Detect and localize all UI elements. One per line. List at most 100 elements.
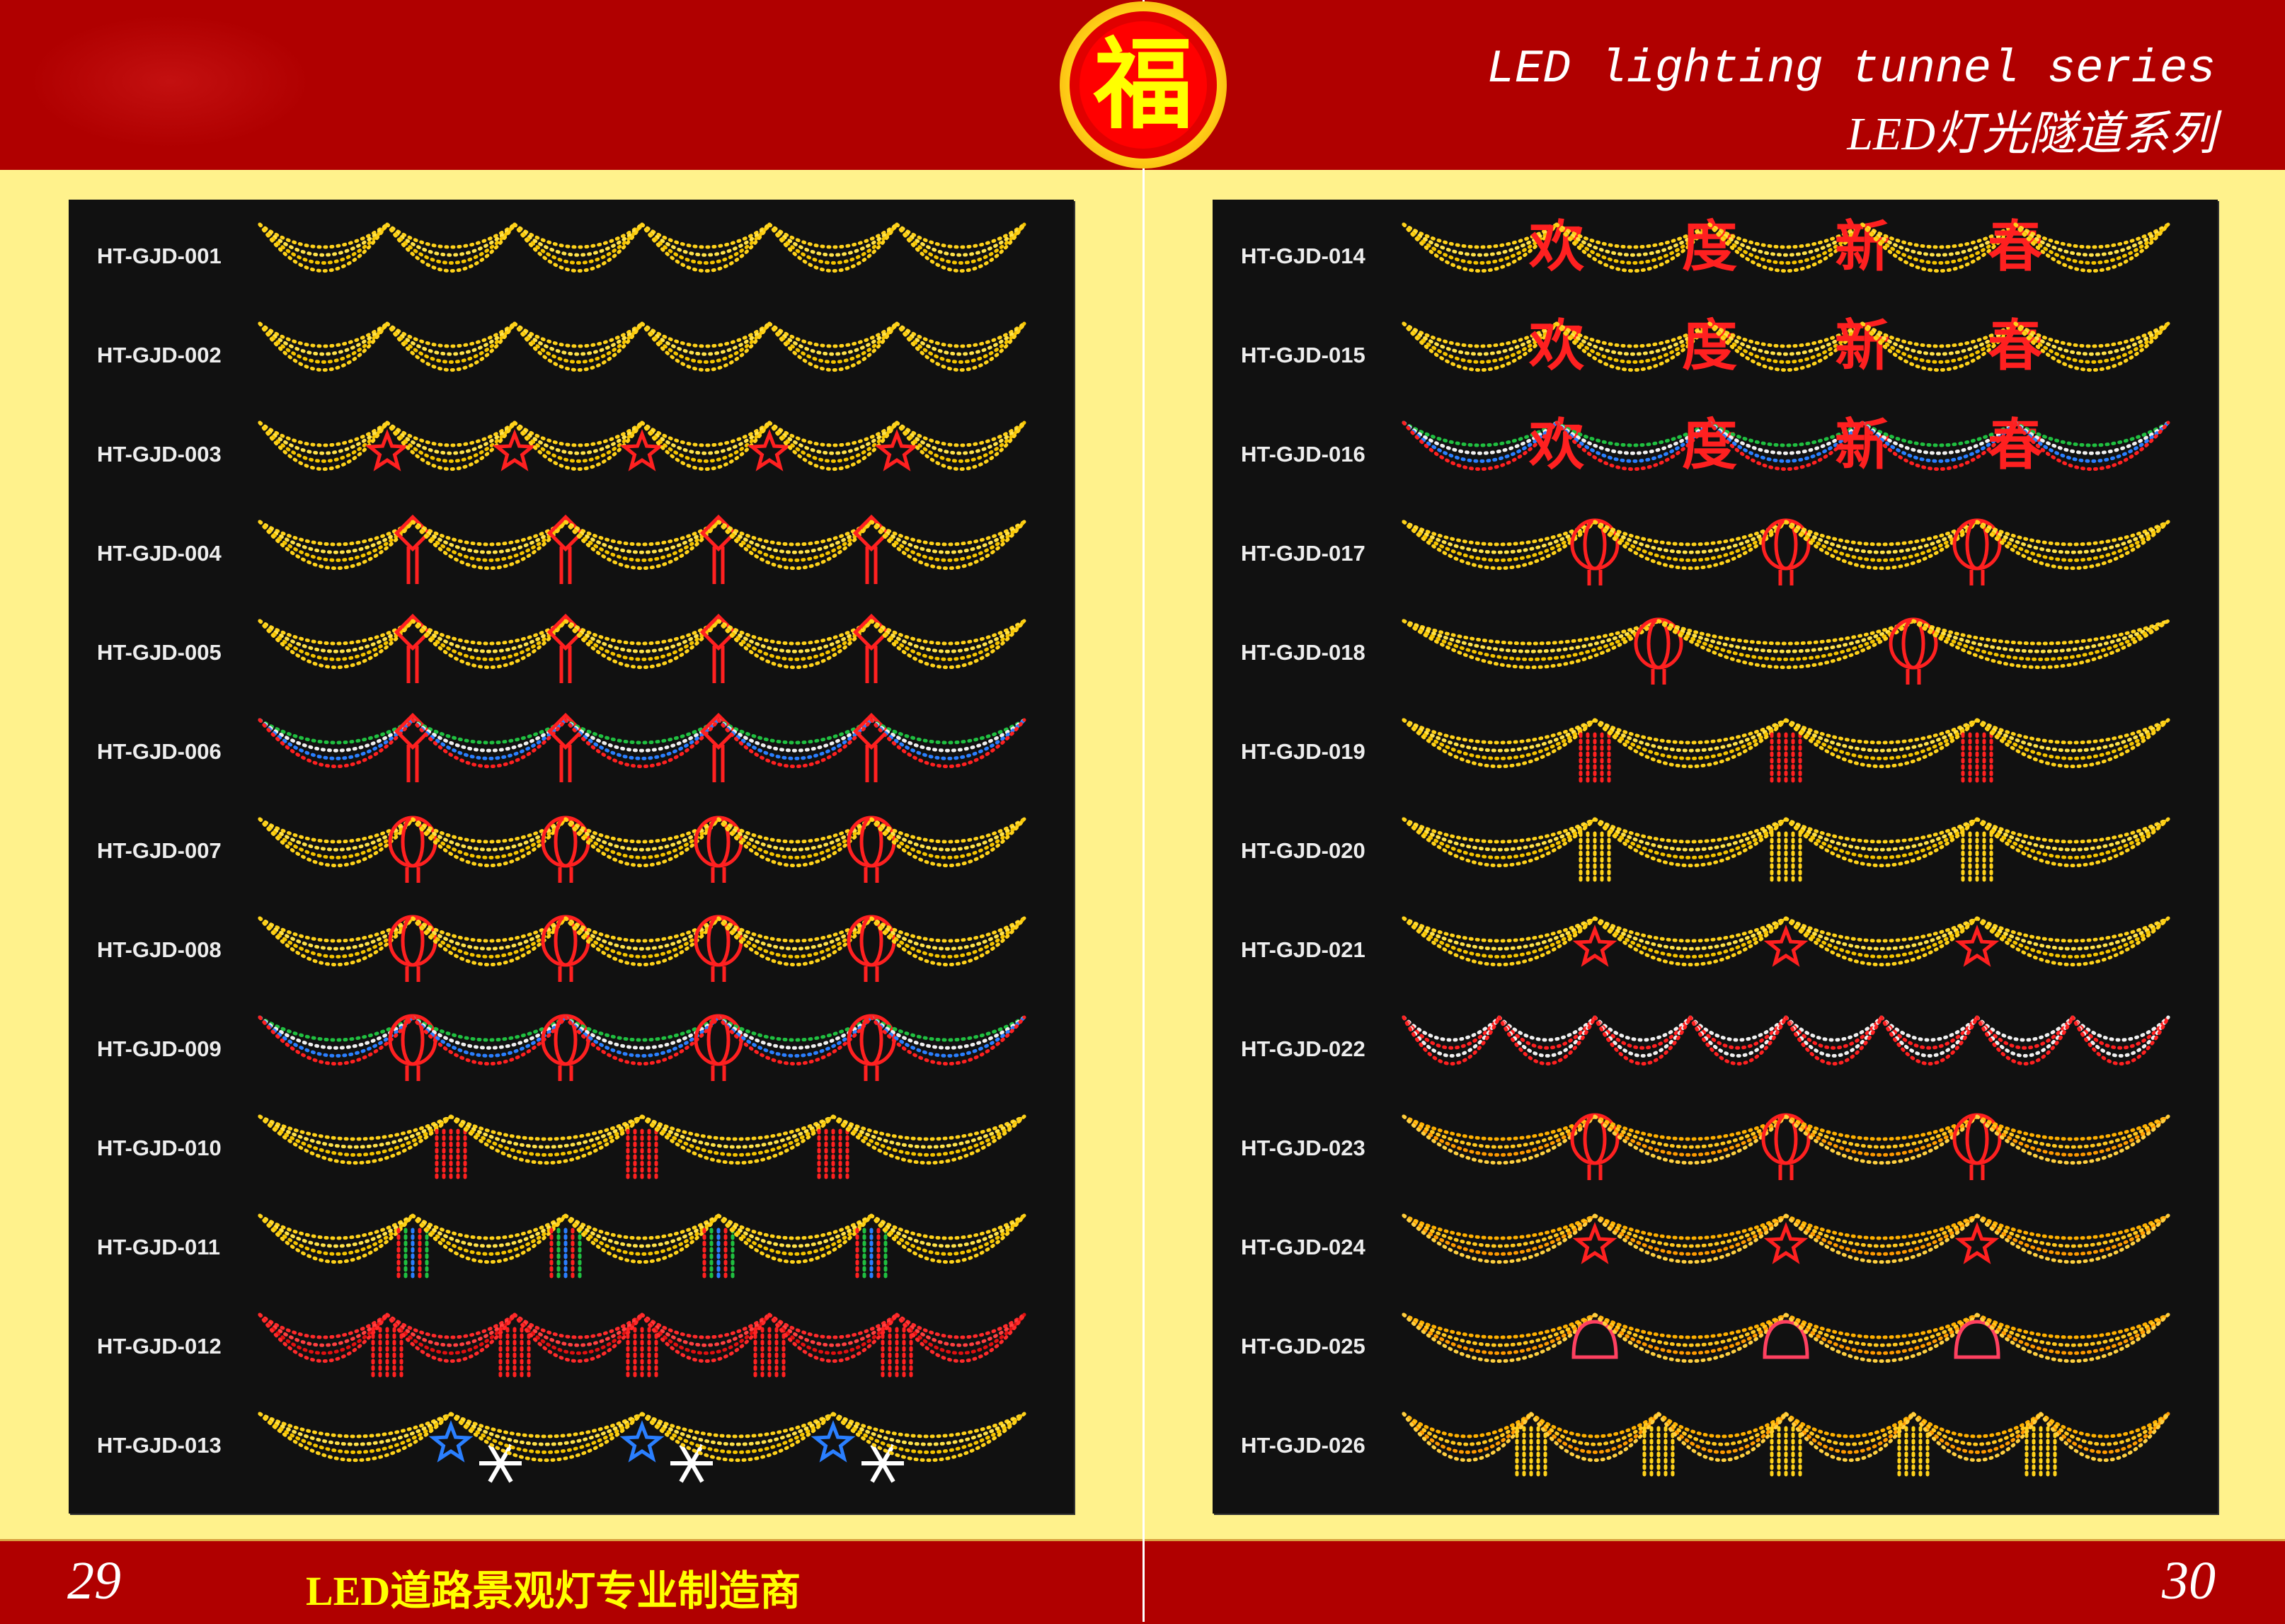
product-panel-left: HT-GJD-001 HT-GJD-002 HT-GJD-003 HT-GJD-004…: [69, 200, 1074, 1514]
light-strand: [895, 421, 1026, 471]
light-strand: [1707, 222, 1865, 257]
light-strand: [1402, 421, 1559, 447]
light-strand: [869, 619, 1026, 646]
light-strand: [2039, 1412, 2170, 1439]
light-strand: [258, 1412, 453, 1439]
light-strand: [258, 817, 415, 859]
light-strand: [411, 619, 568, 653]
light-strand: [1707, 222, 1865, 249]
light-strand: [1402, 421, 1559, 455]
tassel-icon: [1770, 1426, 1802, 1481]
light-strand: [1402, 520, 1597, 570]
tassel-icon: [2025, 1426, 2057, 1481]
light-strand: [869, 1015, 1026, 1042]
light-strand: [563, 916, 721, 967]
light-strand: [1593, 817, 1788, 867]
star-icon: [619, 1419, 665, 1463]
light-strand: [1860, 222, 2017, 273]
light-strand: [1860, 321, 2017, 364]
light-strand: [1593, 916, 1788, 943]
light-strand: [1860, 421, 2017, 471]
product-code: HT-GJD-022: [1241, 1036, 1365, 1061]
light-strand: [1402, 321, 1559, 372]
light-strand: [258, 421, 389, 463]
product-code: HT-GJD-001: [97, 244, 222, 268]
light-strand: [869, 1213, 1026, 1248]
light-strand: [258, 321, 389, 348]
light-strand: [1593, 1313, 1788, 1363]
tassel-icon: [1642, 1426, 1675, 1481]
light-strand: [1784, 1412, 1915, 1462]
light-strand: [258, 619, 415, 646]
light-strand: [640, 1114, 835, 1141]
light-strand: [716, 1015, 874, 1066]
light-strand: [563, 1213, 721, 1240]
light-strand: [512, 421, 644, 471]
light-strand: [716, 1015, 874, 1050]
light-strand: [563, 619, 721, 670]
product-row: HT-GJD-014 欢度新春: [1213, 207, 2218, 306]
product-row: HT-GJD-008: [69, 900, 1074, 1000]
light-strand: [895, 222, 1026, 249]
tassel-icon: [881, 1327, 913, 1382]
star-icon: [1954, 924, 2000, 967]
light-strand: [1911, 619, 2170, 653]
light-strand: [1593, 1114, 1788, 1157]
light-strand: [716, 817, 874, 859]
light-strand: [1402, 321, 1559, 356]
light-strand: [258, 1015, 415, 1058]
garland-light: [258, 1412, 1026, 1483]
light-strand: [640, 1114, 835, 1149]
light-strand: [869, 718, 1026, 760]
product-row: HT-GJD-010: [69, 1099, 1074, 1198]
product-code: HT-GJD-006: [97, 739, 222, 764]
light-strand: [385, 321, 517, 356]
light-strand: [385, 1313, 517, 1339]
tassel-icon: [1579, 831, 1611, 886]
light-strand: [1784, 916, 1979, 966]
light-strand: [563, 817, 721, 868]
light-strand: [1497, 1015, 1597, 1066]
product-code: HT-GJD-012: [97, 1334, 222, 1359]
light-strand: [449, 1412, 644, 1446]
light-strand: [1860, 421, 2017, 455]
light-strand: [1402, 718, 1597, 760]
snowflake-icon: [861, 1443, 904, 1483]
light-strand: [1879, 1015, 1979, 1066]
light-strand: [258, 1313, 389, 1339]
light-strand: [869, 619, 1026, 661]
light-strand: [1975, 718, 2170, 768]
light-strand: [1975, 817, 2170, 859]
light-strand: [258, 1412, 453, 1454]
light-strand: [716, 1213, 874, 1248]
light-strand: [767, 321, 899, 372]
light-strand: [1402, 1213, 1597, 1264]
light-strand: [716, 916, 874, 967]
light-strand: [1784, 520, 1979, 547]
light-strand: [2071, 1015, 2170, 1058]
light-strand: [831, 1412, 1026, 1439]
light-strand: [512, 321, 644, 364]
light-strand: [1402, 1015, 1501, 1050]
garland-light: [258, 321, 1026, 372]
product-panel-right: HT-GJD-014 欢度新春 HT-GJD-015 欢度新春 HT-GJD-016 欢度…: [1213, 200, 2218, 1514]
light-strand: [1707, 421, 1865, 447]
light-strand: [895, 1313, 1026, 1363]
tassel-icon: [702, 1228, 735, 1283]
light-strand: [2013, 321, 2170, 364]
light-strand: [512, 421, 644, 447]
light-strand: [1529, 1412, 1661, 1446]
light-strand: [1402, 619, 1661, 653]
light-strand: [716, 619, 874, 670]
light-strand: [1975, 1015, 2075, 1042]
garland-light: [1402, 518, 2170, 585]
light-strand: [1975, 1313, 2170, 1363]
star-icon: [1572, 924, 1617, 967]
product-code: HT-GJD-024: [1241, 1235, 1365, 1259]
light-strand: [1402, 1015, 1501, 1066]
product-row: HT-GJD-017: [1213, 504, 2218, 603]
light-strand: [563, 916, 721, 959]
light-strand: [2071, 1015, 2170, 1066]
light-strand: [411, 1213, 568, 1256]
light-strand: [1975, 1213, 2170, 1264]
